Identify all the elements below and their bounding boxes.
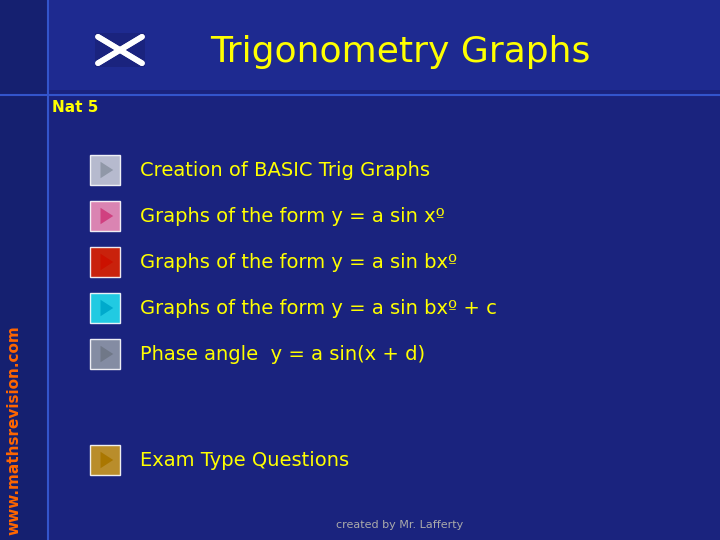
Bar [90, 339, 120, 369]
Polygon shape [101, 452, 113, 468]
Polygon shape [101, 254, 113, 270]
Bar [0, 0, 48, 540]
Bar [90, 247, 120, 277]
Text: Graphs of the form y = a sin bxº: Graphs of the form y = a sin bxº [140, 253, 457, 272]
Text: Exam Type Questions: Exam Type Questions [140, 450, 349, 469]
Polygon shape [101, 162, 113, 178]
Bar [90, 155, 120, 185]
Polygon shape [101, 346, 113, 362]
Polygon shape [101, 208, 113, 224]
Text: Creation of BASIC Trig Graphs: Creation of BASIC Trig Graphs [140, 160, 430, 179]
Bar [48, 0, 720, 90]
Bar [90, 293, 120, 323]
Bar [90, 201, 120, 231]
Text: Trigonometry Graphs: Trigonometry Graphs [210, 35, 590, 69]
Text: Phase angle  y = a sin(x + d): Phase angle y = a sin(x + d) [140, 345, 425, 363]
Text: www.mathsrevision.com: www.mathsrevision.com [6, 325, 22, 535]
Text: created by Mr. Lafferty: created by Mr. Lafferty [336, 520, 464, 530]
Text: Graphs of the form y = a sin bxº + c: Graphs of the form y = a sin bxº + c [140, 299, 497, 318]
Text: Graphs of the form y = a sin xº: Graphs of the form y = a sin xº [140, 206, 445, 226]
Bar [90, 445, 120, 475]
Bar [95, 33, 145, 68]
Text: Nat 5: Nat 5 [52, 100, 99, 115]
Polygon shape [101, 300, 113, 316]
